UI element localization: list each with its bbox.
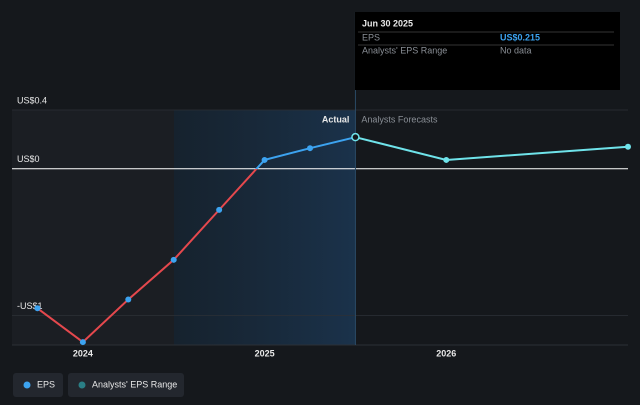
tooltip-value: US$0.215 [500,32,540,42]
tooltip-value: No data [500,45,532,55]
x-tick-label: 2026 [436,348,456,358]
y-tick-label: US$0.4 [17,95,47,105]
x-tick-label: 2024 [73,348,93,358]
plot: US$0.4 US$0 -US$1 2024 2025 2026 Actual Analyst… [12,12,631,358]
forecast-label: Analysts Forecasts [361,114,438,124]
legend: EPS Analysts' EPS Range [13,373,184,397]
y-tick-label: -US$1 [17,301,43,311]
point [125,296,132,303]
point [351,132,360,142]
point [261,156,268,163]
legend-button[interactable] [13,373,63,397]
legend-label: EPS [37,379,55,389]
point [34,305,41,312]
point [625,143,631,150]
legend-marker [23,381,31,389]
line [36,136,356,344]
point [216,206,223,213]
point [443,156,450,163]
tooltip-box [355,12,620,90]
tooltip-date: Jun 30 2025 [362,18,413,28]
point [79,339,86,346]
legend-marker [78,381,86,389]
y-tick-label: US$0 [17,154,40,164]
x-tick-label: 2025 [255,348,275,358]
tooltip: Jun 30 2025 EPS US$0.215 Analysts' EPS R… [355,12,620,90]
actual-label: Actual [322,114,350,124]
legend-label: Analysts' EPS Range [92,379,177,389]
point [170,256,177,263]
tooltip-label: Analysts' EPS Range [362,45,447,55]
legend-button[interactable] [68,373,184,397]
tooltip-label: EPS [362,32,380,42]
point [307,145,314,152]
past-year-band [174,110,356,345]
